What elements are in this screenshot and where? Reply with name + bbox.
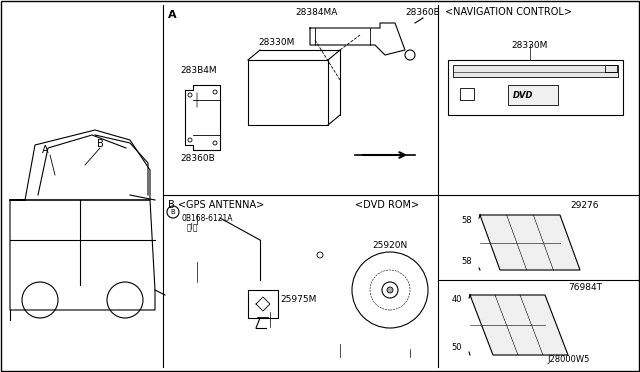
Bar xyxy=(605,65,617,72)
Circle shape xyxy=(387,287,393,293)
Text: A: A xyxy=(168,10,177,20)
Bar xyxy=(508,85,558,105)
Text: DVD: DVD xyxy=(513,90,533,99)
Text: 76984T: 76984T xyxy=(568,283,602,292)
Bar xyxy=(248,60,328,125)
Text: 28330M: 28330M xyxy=(258,38,294,46)
Text: 58: 58 xyxy=(461,257,472,266)
Text: 0B168-6121A: 0B168-6121A xyxy=(182,214,234,222)
Polygon shape xyxy=(480,215,580,270)
Text: <NAVIGATION CONTROL>: <NAVIGATION CONTROL> xyxy=(445,7,572,17)
Text: B: B xyxy=(97,139,104,149)
Text: B: B xyxy=(171,209,175,215)
Text: 40: 40 xyxy=(451,295,462,305)
Text: 28384MA: 28384MA xyxy=(295,7,337,16)
Bar xyxy=(460,88,474,100)
Text: 29276: 29276 xyxy=(570,201,598,209)
Text: 58: 58 xyxy=(461,215,472,224)
Text: 25975M: 25975M xyxy=(280,295,316,305)
Text: 25920N: 25920N xyxy=(372,241,407,250)
Text: 283B4M: 283B4M xyxy=(180,65,216,74)
Text: 28330M: 28330M xyxy=(512,41,548,49)
Polygon shape xyxy=(470,295,568,355)
Text: B <GPS ANTENNA>: B <GPS ANTENNA> xyxy=(168,200,264,210)
Text: 28360B: 28360B xyxy=(405,7,440,16)
Text: 50: 50 xyxy=(451,343,462,353)
Text: J28000W5: J28000W5 xyxy=(548,356,590,365)
Text: 28360B: 28360B xyxy=(180,154,215,163)
Text: （I）: （I） xyxy=(187,222,198,231)
Text: <DVD ROM>: <DVD ROM> xyxy=(355,200,419,210)
Bar xyxy=(453,65,618,77)
Bar xyxy=(448,60,623,115)
Text: A: A xyxy=(42,145,48,155)
